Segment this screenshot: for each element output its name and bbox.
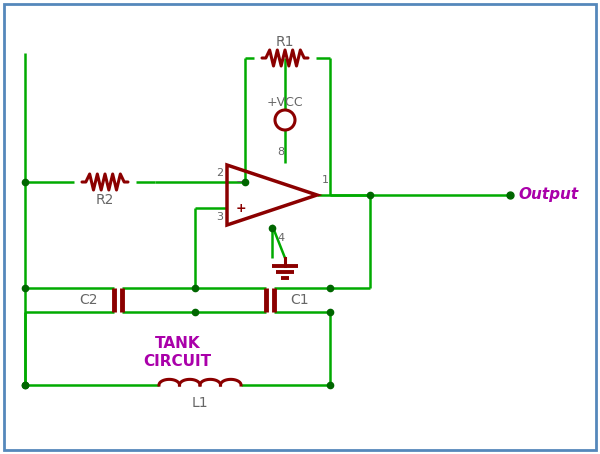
Text: +: + (236, 202, 247, 214)
Text: 4: 4 (277, 233, 284, 243)
Text: 1: 1 (322, 175, 329, 185)
Text: +VCC: +VCC (266, 95, 304, 109)
Text: R1: R1 (276, 35, 294, 49)
Text: −: − (236, 176, 246, 188)
Text: 2: 2 (216, 168, 223, 178)
Text: C2: C2 (79, 293, 98, 307)
Text: C1: C1 (290, 293, 308, 307)
Text: 3: 3 (216, 212, 223, 222)
Text: 8: 8 (277, 147, 284, 157)
Text: R2: R2 (96, 193, 114, 207)
Text: TANK
CIRCUIT: TANK CIRCUIT (143, 336, 212, 369)
Text: L1: L1 (191, 396, 208, 410)
Text: Output: Output (518, 188, 578, 202)
